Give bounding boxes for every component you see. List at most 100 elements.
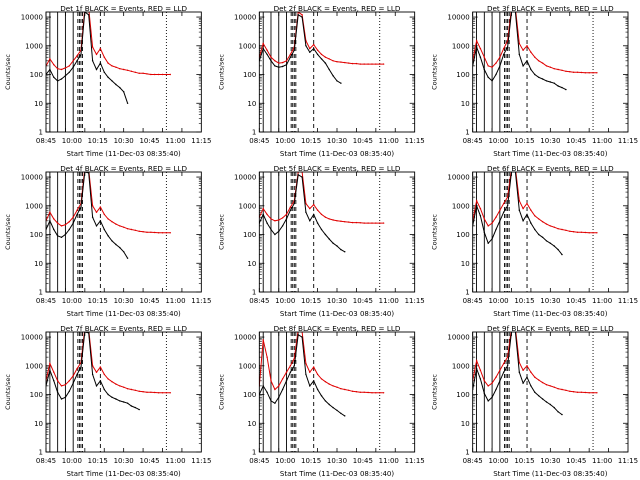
series-point-events <box>479 215 482 217</box>
series-point-events <box>313 47 315 50</box>
series-point-lld <box>313 203 315 206</box>
series-point-events <box>68 390 71 392</box>
series-point-lld <box>491 66 493 68</box>
series-point-events <box>289 209 292 211</box>
series-point-events <box>281 388 284 391</box>
series-point-events <box>91 60 94 62</box>
y-axis-label: Counts/sec <box>217 54 225 90</box>
x-tick-label: 10:00 <box>275 457 295 465</box>
series-point-lld <box>506 356 509 358</box>
x-tick-label: 10:45 <box>566 137 586 145</box>
series-point-events <box>483 68 485 71</box>
series-point-lld <box>340 388 342 390</box>
series-point-events <box>270 228 272 231</box>
series-point-lld <box>487 225 489 227</box>
series-point-events <box>95 385 98 387</box>
series-point-events <box>483 231 485 233</box>
series-point-lld <box>146 231 148 233</box>
series-point-events <box>53 76 55 79</box>
series-point-lld <box>596 232 598 234</box>
series-point-lld <box>316 209 319 211</box>
series-point-events <box>130 405 133 407</box>
series-point-lld <box>375 63 377 65</box>
x-tick-label: 11:15 <box>191 457 211 465</box>
series-point-lld <box>262 207 264 210</box>
series-point-lld <box>270 380 272 382</box>
series-point-events <box>305 373 307 376</box>
x-tick-label: 10:15 <box>514 457 534 465</box>
series-point-lld <box>150 391 152 393</box>
series-point-events <box>526 376 528 378</box>
series-point-events <box>49 220 51 222</box>
y-tick-label: 1000 <box>239 362 257 370</box>
series-events <box>472 172 563 255</box>
series-point-events <box>289 56 292 58</box>
series-point-events <box>274 233 276 236</box>
series-point-lld <box>313 43 315 46</box>
series-point-events <box>328 238 330 240</box>
series-point-lld <box>309 47 311 50</box>
x-tick-label: 11:00 <box>165 457 185 465</box>
series-point-lld <box>483 56 485 58</box>
series-point-events <box>60 78 63 80</box>
series-point-lld <box>584 391 586 394</box>
x-tick-label: 10:00 <box>62 137 82 145</box>
series-point-events <box>534 391 536 393</box>
y-axis-label: Counts/sec <box>431 374 439 410</box>
y-tick-label: 1 <box>39 449 43 457</box>
series-point-events <box>115 83 117 86</box>
panel-title: Det 5f BLACK = Events, RED = LLD <box>274 164 401 173</box>
y-tick-label: 1 <box>465 129 469 137</box>
series-point-lld <box>316 373 319 376</box>
series-point-lld <box>123 386 125 388</box>
series-point-lld <box>557 228 559 230</box>
series-point-lld <box>266 356 268 358</box>
series-point-lld <box>588 392 590 394</box>
series-point-events <box>526 60 528 62</box>
series-point-events <box>60 398 63 400</box>
series-point-events <box>530 385 532 387</box>
series-point-lld <box>584 231 586 234</box>
series-point-lld <box>572 71 575 74</box>
series-point-events <box>293 202 295 205</box>
y-tick-label: 10 <box>247 420 256 428</box>
y-tick-label: 10000 <box>234 334 256 342</box>
series-point-lld <box>549 225 551 227</box>
series-point-events <box>309 220 311 222</box>
series-point-lld <box>538 379 540 381</box>
series-point-lld <box>56 380 59 382</box>
y-tick-label: 10 <box>34 100 43 108</box>
x-tick-label: 10:00 <box>62 297 82 305</box>
series-point-lld <box>72 60 74 62</box>
series-point-events <box>91 373 94 376</box>
series-point-lld <box>103 373 106 376</box>
y-tick-label: 100 <box>243 71 256 79</box>
series-point-events <box>499 380 501 382</box>
series-point-events <box>111 80 113 82</box>
series-point-lld <box>72 216 74 218</box>
series-point-events <box>324 400 327 402</box>
series-point-lld <box>328 383 330 385</box>
series-point-events <box>270 400 272 402</box>
series-point-lld <box>126 228 129 230</box>
series-point-events <box>95 68 98 71</box>
series-point-lld <box>119 385 121 387</box>
series-point-events <box>561 413 563 416</box>
x-tick-label: 11:00 <box>165 297 185 305</box>
series-point-events <box>538 233 540 236</box>
series-point-events <box>305 211 307 213</box>
x-tick-label: 10:15 <box>301 297 321 305</box>
series-point-lld <box>281 217 284 219</box>
series-point-lld <box>169 73 171 76</box>
series-point-lld <box>111 381 113 383</box>
series-point-events <box>297 174 299 176</box>
series-point-events <box>301 16 303 18</box>
series-point-events <box>68 228 71 231</box>
series-point-events <box>557 85 559 87</box>
series-point-events <box>68 71 71 74</box>
series-point-lld <box>285 213 288 216</box>
series-point-events <box>538 76 540 79</box>
x-tick-label: 08:45 <box>36 297 56 305</box>
plot-frame <box>258 331 416 453</box>
series-point-lld <box>592 392 594 394</box>
